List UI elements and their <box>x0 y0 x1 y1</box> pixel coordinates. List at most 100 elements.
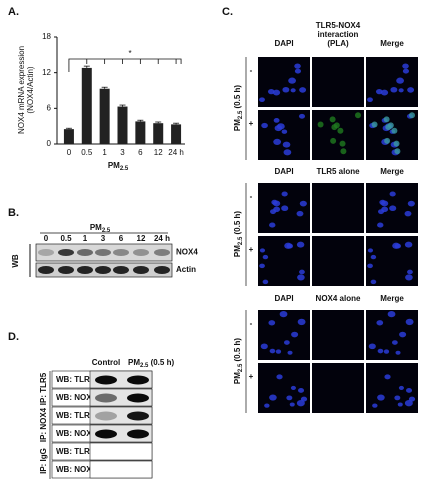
nucleus <box>372 403 378 408</box>
pla-signal <box>387 122 394 129</box>
micrograph <box>312 183 364 233</box>
blot-band <box>133 266 149 274</box>
lane-label: 0.5 <box>60 234 72 243</box>
wb-label: WB: TLR5 <box>56 411 95 420</box>
pm-suffix: (0.5 h) <box>233 211 242 237</box>
nucleus <box>262 279 269 285</box>
pla-signal <box>384 137 391 144</box>
micrograph <box>312 110 364 160</box>
column-header-line: interaction <box>318 30 359 39</box>
y-tick-label: 6 <box>47 103 52 112</box>
column-header: DAPI <box>274 294 293 303</box>
x-tick-label: 0 <box>67 148 72 157</box>
column-header-line: TLR5-NOX4 <box>316 21 361 30</box>
nucleus <box>259 248 266 253</box>
bar <box>171 124 182 144</box>
pla-signal <box>408 112 415 119</box>
treatment-label: PM2.5 (0.5 h) <box>233 211 243 257</box>
micrograph <box>312 236 364 286</box>
nucleus <box>407 269 413 275</box>
blot-band <box>38 249 54 256</box>
blot-label: NOX4 <box>176 248 198 257</box>
wb-label: WB: TLR5 <box>56 447 95 456</box>
blot-band <box>95 249 111 256</box>
pla-signal <box>337 127 344 134</box>
nucleus <box>272 200 281 207</box>
nucleus <box>269 222 276 228</box>
lane-label: 12 <box>137 234 146 243</box>
blot-band <box>113 249 129 256</box>
micrograph <box>312 363 364 413</box>
nucleus <box>286 395 293 401</box>
pla-signal <box>340 148 347 155</box>
y-tick-label: 0 <box>47 139 52 148</box>
nucleus <box>370 254 377 260</box>
column-header-line: Merge <box>380 39 404 48</box>
nucleus <box>405 318 414 326</box>
nucleus <box>387 311 396 318</box>
nucleus <box>404 210 412 217</box>
blot-band <box>58 266 74 274</box>
nucleus <box>377 394 385 401</box>
pla-signal <box>339 140 346 147</box>
nucleus <box>281 205 289 212</box>
nucleus <box>268 320 276 326</box>
nucleus <box>405 274 413 281</box>
blot-band <box>77 249 93 256</box>
blot-band <box>38 266 54 274</box>
blot-band <box>127 411 149 421</box>
treatment-label: PM2.5 <box>108 161 129 171</box>
nucleus <box>283 340 290 345</box>
nucleus <box>391 340 398 345</box>
pm-main: PM <box>233 372 242 384</box>
column-header-line: DAPI <box>274 294 293 303</box>
blot-band <box>95 375 117 385</box>
blot-band <box>154 249 170 256</box>
nucleus <box>380 200 389 207</box>
micrograph <box>366 57 418 107</box>
nucleus <box>407 87 415 93</box>
nucleus <box>367 248 374 253</box>
blot-band <box>95 429 117 439</box>
nucleus <box>289 402 295 407</box>
nucleus <box>262 254 269 260</box>
nucleus <box>269 348 276 354</box>
nucleus <box>283 149 292 156</box>
blot-label: Actin <box>176 265 196 274</box>
method-label: WB <box>11 254 20 268</box>
column-header: TLR5-NOX4 interaction (PLA) <box>316 21 361 48</box>
nucleus <box>394 395 401 401</box>
x-tick-label: 12 <box>154 148 163 157</box>
nucleus <box>367 97 373 103</box>
nucleus <box>273 118 280 123</box>
blot <box>89 442 153 461</box>
nucleus <box>282 141 291 148</box>
blot-band <box>133 249 149 256</box>
nucleus <box>370 279 377 285</box>
column-header: Merge <box>380 39 404 48</box>
ip-label: IP: TLR5 <box>39 372 48 405</box>
treatment-label: PM2.5 (0.5 h) <box>233 85 243 131</box>
ip-label: IP: NOX4 <box>39 407 48 442</box>
nucleus <box>396 77 404 84</box>
column-header: DAPI <box>274 167 293 176</box>
pm-sub: 2.5 <box>140 363 149 369</box>
nucleus <box>296 210 304 217</box>
wb-label: WB: NOX4 <box>56 393 97 402</box>
bar <box>81 67 92 144</box>
pm-sub: 2.5 <box>120 166 129 172</box>
panel-label: C. <box>222 6 233 18</box>
nucleus <box>260 343 268 350</box>
nucleus <box>376 320 384 326</box>
significance-marker: * <box>128 49 131 58</box>
blot-band <box>154 266 170 274</box>
nucleus <box>270 209 277 215</box>
x-tick-label: 24 h <box>168 148 184 157</box>
pm-sub: 2.5 <box>102 228 111 234</box>
micrograph <box>312 310 364 360</box>
x-tick-label: 3 <box>120 148 125 157</box>
y-axis-label-line: NOX4 mRNA expression <box>17 46 26 134</box>
nucleus <box>399 331 407 338</box>
nucleus <box>296 241 305 248</box>
